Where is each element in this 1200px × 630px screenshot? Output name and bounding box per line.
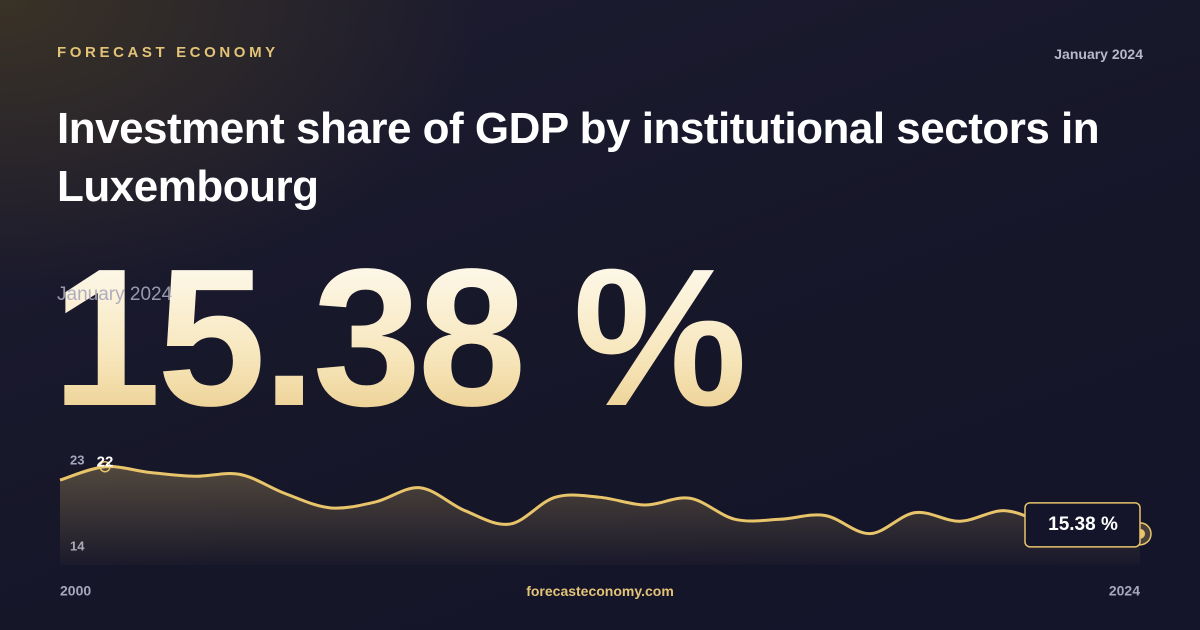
chart-title: Investment share of GDP by institutional…	[57, 104, 1100, 211]
x-tick-label: 2000	[60, 583, 91, 599]
peak-label: 22	[97, 454, 114, 471]
line	[59, 465, 1141, 536]
headline-date: January 2024	[57, 284, 173, 305]
footer: forecasteconomy.com	[526, 583, 674, 599]
area	[60, 466, 1140, 565]
brand: FORECAST ECONOMY	[57, 44, 279, 61]
date: January 2024	[1054, 46, 1143, 62]
headline-value: 15.38 %	[52, 228, 747, 447]
end-label-box	[1024, 502, 1141, 548]
y-tick-label: 23	[70, 452, 84, 467]
end-label: 15.38 %	[1048, 514, 1118, 535]
x-tick-label: 2024	[1109, 583, 1140, 599]
peak-marker	[99, 460, 111, 473]
